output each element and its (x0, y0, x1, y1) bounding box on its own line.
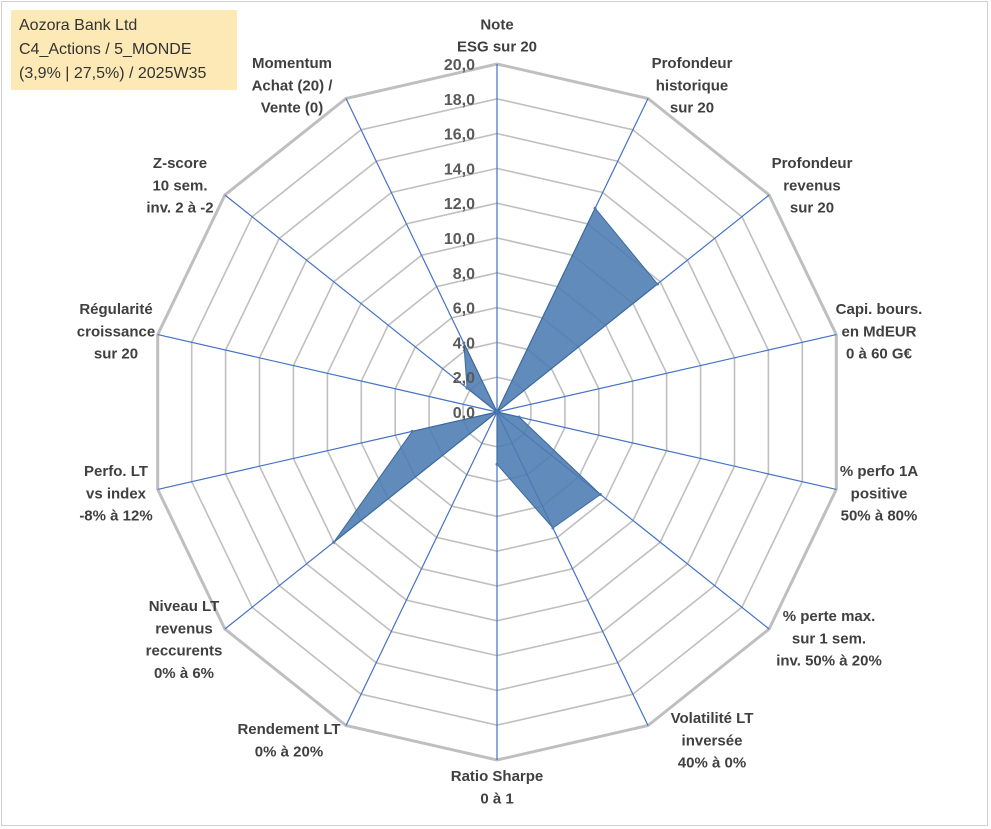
axis-label-line: -8% à 12% (79, 508, 152, 525)
axis-label-2: Profondeur revenus sur 20 (772, 155, 853, 217)
axis-label-4: % perfo 1A positive 50% à 80% (840, 463, 919, 525)
tick-label-1: 2,0 (453, 370, 475, 387)
axis-label-3: Capi. bours. en MdEUR 0 à 60 G€ (836, 301, 923, 363)
axis-spoke-4 (496, 411, 837, 490)
axis-label-line: inv. 50% à 20% (776, 653, 882, 670)
data-point-2 (656, 282, 659, 286)
axis-label-line: sur 20 (670, 100, 714, 117)
axis-label-line: inv. 2 à -2 (146, 200, 213, 217)
axis-label-line: ESG sur 20 (457, 39, 537, 56)
data-point-4 (517, 415, 521, 419)
axis-label-line: 0 à 1 (480, 790, 513, 807)
axis-label-line: historique (656, 77, 729, 94)
tick-label-8: 16,0 (444, 127, 475, 144)
axis-label-1: Profondeur historique sur 20 (652, 55, 733, 117)
info-box: Aozora Bank Ltd C4_Actions / 5_MONDE (3,… (11, 10, 237, 90)
tick-label-4: 8,0 (453, 266, 475, 283)
tick-label-0: 0,0 (453, 405, 475, 422)
axis-label-8: Rendement LT 0% à 20% (237, 721, 340, 760)
tick-label-2: 4,0 (453, 335, 475, 352)
axis-label-10: Perfo. LT vs index -8% à 12% (79, 463, 152, 525)
data-point-6 (551, 526, 555, 530)
data-point-10 (410, 429, 414, 433)
axis-label-line: vs index (86, 485, 147, 502)
tick-label-3: 6,0 (453, 301, 475, 318)
axis-label-line: Perfo. LT (84, 463, 148, 480)
axis-label-line: Vente (0) (261, 100, 324, 117)
axis-label-line: sur 1 sem. (792, 630, 866, 647)
axis-label-line: Momentum (252, 55, 332, 72)
axis-label-line: inversée (682, 732, 743, 749)
axis-label-line: sur 20 (790, 200, 834, 217)
axis-label-line: % perfo 1A (840, 463, 919, 480)
axis-label-line: Régularité (79, 301, 152, 318)
data-point-1 (593, 206, 597, 210)
axis-label-6: Volatilité LT inversée 40% à 0% (671, 710, 754, 772)
axis-label-line: Profondeur (772, 155, 853, 172)
data-point-7 (495, 462, 499, 466)
axis-label-line: Volatilité LT (671, 710, 754, 727)
axis-label-line: Note (480, 16, 513, 33)
axis-label-line: Ratio Sharpe (451, 768, 544, 785)
tick-label-6: 12,0 (444, 196, 475, 213)
axis-label-line: Achat (20) / (252, 77, 334, 94)
tick-label-7: 14,0 (444, 161, 475, 178)
axis-label-line: 0% à 6% (154, 665, 214, 682)
axis-label-line: sur 20 (94, 346, 138, 363)
tick-label-9: 18,0 (444, 92, 475, 109)
axis-label-line: revenus (155, 620, 213, 637)
axis-label-line: Profondeur (652, 55, 733, 72)
data-point-11 (495, 410, 499, 414)
axis-label-9: Niveau LT revenus reccurents 0% à 6% (146, 598, 223, 682)
axis-spoke-8 (345, 411, 498, 726)
data-series (332, 206, 659, 544)
axis-label-line: en MdEUR (842, 323, 917, 340)
axis-label-line: croissance (77, 323, 155, 340)
axis-label-5: % perte max. sur 1 sem. inv. 50% à 20% (776, 608, 882, 670)
tick-labels: 0,0 2,0 4,0 6,0 8,0 10,0 12,0 14,0 16,0 18,0 20,0 (444, 57, 475, 422)
axis-label-line: 0 à 60 G€ (846, 346, 913, 363)
axis-label-line: positive (851, 485, 908, 502)
axis-label-line: Capi. bours. (836, 301, 923, 318)
axis-label-line: % perte max. (783, 608, 876, 625)
data-point-13 (462, 341, 466, 345)
period-label: (3,9% | 27,5%) / 2025W35 (19, 65, 207, 82)
axis-label-13: Momentum Achat (20) / Vente (0) (252, 55, 334, 117)
axis-labels: Note ESG sur 20 Profondeur historique sur 20… (77, 16, 923, 807)
axis-label-line: 10 sem. (152, 177, 207, 194)
axis-spoke-3 (496, 334, 837, 413)
axis-spoke-11 (157, 334, 498, 413)
axis-label-line: Z-score (153, 155, 207, 172)
axis-label-7: Ratio Sharpe 0 à 1 (451, 768, 544, 807)
axis-label-line: 0% à 20% (255, 743, 323, 760)
tick-label-5: 10,0 (444, 231, 475, 248)
axis-label-line: 50% à 80% (841, 508, 918, 525)
axis-label-11: Régularité croissance sur 20 (77, 301, 155, 363)
category-label: C4_Actions / 5_MONDE (19, 41, 192, 58)
tick-label-10: 20,0 (444, 57, 475, 74)
data-point-5 (598, 493, 602, 496)
axis-label-line: 40% à 0% (678, 755, 746, 772)
axis-label-line: reccurents (146, 643, 223, 660)
axis-label-line: Rendement LT (237, 721, 340, 738)
data-point-12 (465, 386, 469, 390)
axis-spoke-12 (224, 194, 498, 413)
axis-label-0: Note ESG sur 20 (457, 16, 537, 55)
data-point-9 (332, 540, 336, 544)
axis-label-line: revenus (783, 177, 841, 194)
company-name: Aozora Bank Ltd (19, 17, 138, 34)
axis-label-line: Niveau LT (149, 598, 220, 615)
axis-label-12: Z-score 10 sem. inv. 2 à -2 (146, 155, 213, 217)
